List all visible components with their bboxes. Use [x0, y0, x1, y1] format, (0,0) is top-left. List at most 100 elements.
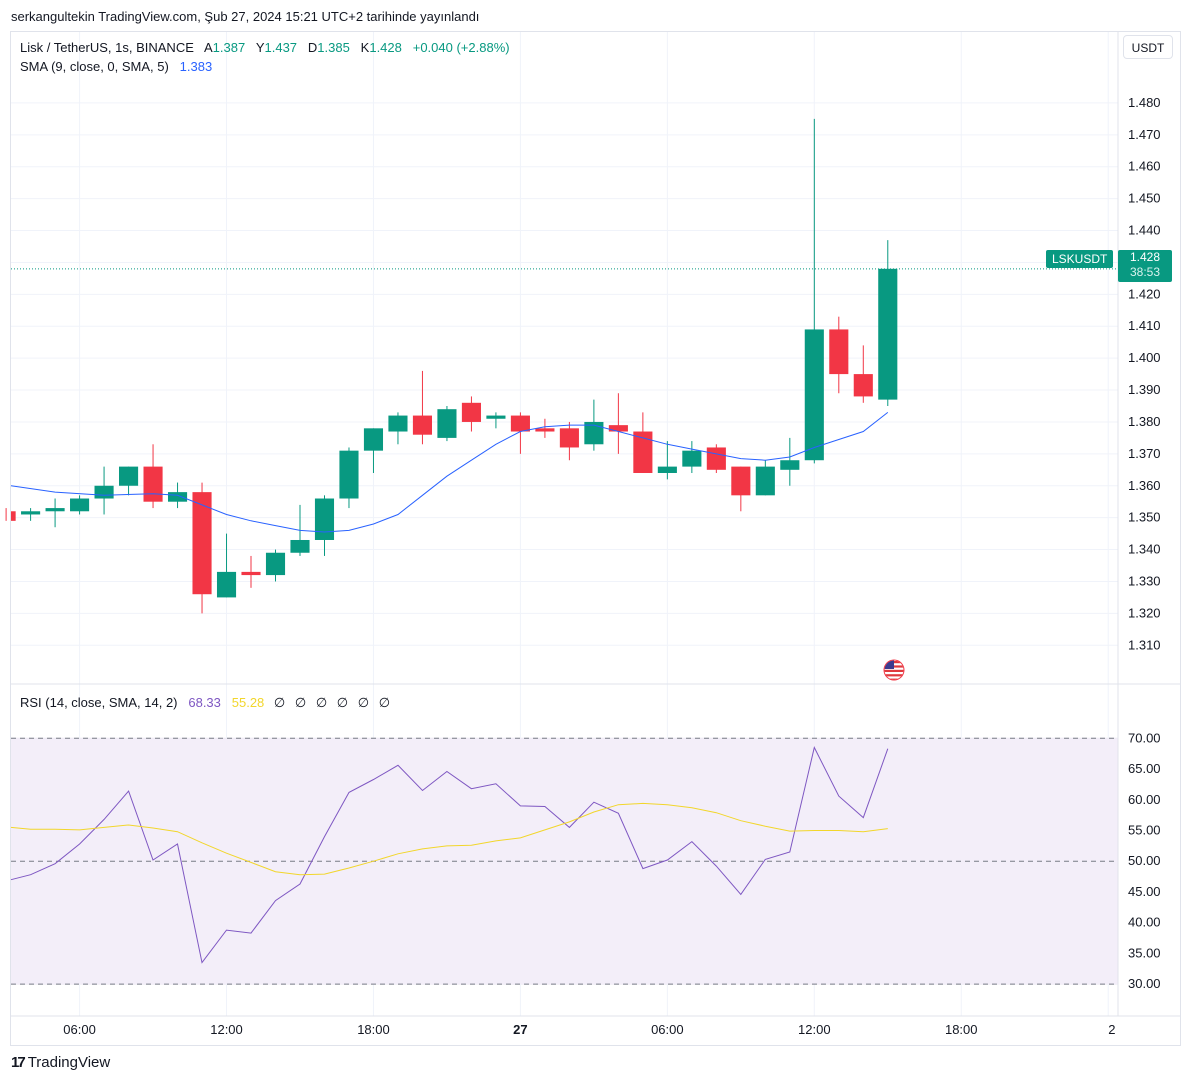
price-axis-label: 1.420: [1128, 286, 1161, 301]
price-axis-label: 1.340: [1128, 542, 1161, 557]
candle-body[interactable]: [804, 329, 824, 461]
main-legend: Lisk / TetherUS, 1s, BINANCE A1.387 Y1.4…: [20, 40, 510, 55]
sma-legend[interactable]: SMA (9, close, 0, SMA, 5) 1.383: [20, 59, 212, 74]
rsi-ma-line[interactable]: [10, 802, 888, 876]
price-axis-label: 1.470: [1128, 127, 1161, 142]
candle-body[interactable]: [633, 431, 653, 473]
rsi-axis-label: 35.00: [1128, 945, 1161, 960]
candle-body[interactable]: [878, 268, 898, 400]
sma-line[interactable]: [10, 412, 889, 533]
candle-body[interactable]: [11, 511, 16, 521]
candle-body[interactable]: [339, 450, 359, 499]
candle-body[interactable]: [143, 466, 163, 502]
last-price-symbol-tag: LSKUSDT: [1046, 250, 1114, 268]
candle-body[interactable]: [21, 511, 41, 515]
price-axis-label: 1.390: [1128, 382, 1161, 397]
price-axis-label: 1.360: [1128, 478, 1161, 493]
candle-body[interactable]: [731, 466, 751, 496]
candle-body[interactable]: [486, 415, 506, 419]
candle-body[interactable]: [535, 428, 555, 432]
price-axis-label: 1.480: [1128, 95, 1161, 110]
candle-body[interactable]: [461, 402, 481, 422]
candle-body[interactable]: [241, 571, 261, 576]
rsi-axis-label: 60.00: [1128, 792, 1161, 807]
candle-body[interactable]: [608, 425, 628, 432]
sma-legend-value: 1.383: [179, 59, 213, 74]
time-axis-label: 18:00: [357, 1022, 390, 1037]
rsi-axis-label: 40.00: [1128, 915, 1161, 930]
candle-body[interactable]: [510, 415, 530, 432]
time-axis-label: 06:00: [651, 1022, 684, 1037]
time-axis-label: 18:00: [945, 1022, 978, 1037]
candle-body[interactable]: [755, 466, 775, 496]
rsi-line[interactable]: [10, 746, 889, 964]
time-axis-label: 2: [1108, 1022, 1115, 1037]
tradingview-logo[interactable]: 17 TradingView: [11, 1054, 110, 1071]
candle-body[interactable]: [314, 498, 335, 540]
tradingview-logo-mark: 17: [11, 1054, 26, 1071]
legend-change: +0.040 (+2.88%): [412, 40, 510, 55]
last-price-tag: 1.428 38:53: [1118, 250, 1172, 282]
chart-frame: [10, 31, 1181, 1046]
time-axis-label: 12:00: [210, 1022, 243, 1037]
rsi-axis-label: 65.00: [1128, 761, 1161, 776]
candle-body[interactable]: [363, 428, 384, 451]
sma-legend-label: SMA (9, close, 0, SMA, 5): [20, 59, 169, 74]
candle-body[interactable]: [584, 421, 604, 445]
candle-body[interactable]: [94, 485, 114, 499]
candle-body[interactable]: [192, 492, 212, 595]
legend-low-value: 1.385: [317, 40, 350, 55]
candle-body[interactable]: [265, 552, 286, 576]
time-axis-label: 27: [513, 1022, 527, 1037]
rsi-legend[interactable]: RSI (14, close, SMA, 14, 2) 68.33 55.28 …: [20, 695, 390, 711]
rsi-null-value: ∅: [294, 695, 307, 710]
candle-body[interactable]: [657, 466, 677, 473]
candle-body[interactable]: [829, 329, 849, 375]
bar-countdown: 38:53: [1129, 265, 1161, 279]
rsi-null-value: ∅: [336, 695, 349, 710]
price-axis-label: 1.370: [1128, 446, 1161, 461]
candle-body[interactable]: [437, 409, 457, 438]
legend-symbol[interactable]: Lisk / TetherUS, 1s, BINANCE: [20, 40, 194, 55]
price-axis-label: 1.310: [1128, 637, 1161, 652]
rsi-axis-label: 70.00: [1128, 730, 1161, 745]
candle-body[interactable]: [706, 447, 726, 470]
candle-body[interactable]: [119, 466, 139, 486]
rsi-legend-label: RSI (14, close, SMA, 14, 2): [20, 695, 178, 710]
rsi-axis-label: 45.00: [1128, 884, 1161, 899]
rsi-null-value: ∅: [357, 695, 370, 710]
rsi-null-value: ∅: [273, 695, 286, 710]
price-axis-label: 1.320: [1128, 605, 1161, 620]
candle-body[interactable]: [167, 492, 188, 502]
time-axis-label: 06:00: [63, 1022, 96, 1037]
candle-body[interactable]: [216, 571, 237, 598]
candle-body[interactable]: [290, 539, 310, 553]
legend-high-label: Y: [255, 40, 265, 55]
rsi-legend-value: 68.33: [188, 695, 221, 710]
rsi-axis-label: 55.00: [1128, 822, 1161, 837]
last-price-value: 1.428: [1129, 250, 1161, 264]
candle-body[interactable]: [559, 428, 579, 448]
price-axis-label: 1.400: [1128, 350, 1161, 365]
rsi-null-value: ∅: [315, 695, 328, 710]
candle-body[interactable]: [682, 450, 702, 467]
candle-body[interactable]: [412, 415, 433, 435]
publish-info: serkangultekin TradingView.com, Şub 27, …: [11, 9, 480, 24]
price-axis-label: 1.440: [1128, 223, 1161, 238]
currency-button[interactable]: USDT: [1123, 35, 1173, 59]
us-flag-icon[interactable]: [883, 659, 905, 681]
price-axis-label: 1.330: [1128, 573, 1161, 588]
candle-body[interactable]: [70, 498, 90, 512]
legend-close-value: 1.428: [369, 40, 402, 55]
legend-high-value: 1.437: [264, 40, 298, 55]
candle-body[interactable]: [780, 460, 800, 470]
tradingview-logo-text: TradingView: [27, 1054, 111, 1071]
time-axis-label: 12:00: [798, 1022, 831, 1037]
candle-body[interactable]: [45, 508, 65, 512]
candle-body[interactable]: [388, 415, 408, 432]
rsi-axis-label: 50.00: [1128, 853, 1161, 868]
candle-body[interactable]: [853, 374, 873, 397]
rsi-ma-legend-value: 55.28: [231, 695, 265, 710]
rsi-null-value: ∅: [378, 695, 391, 710]
